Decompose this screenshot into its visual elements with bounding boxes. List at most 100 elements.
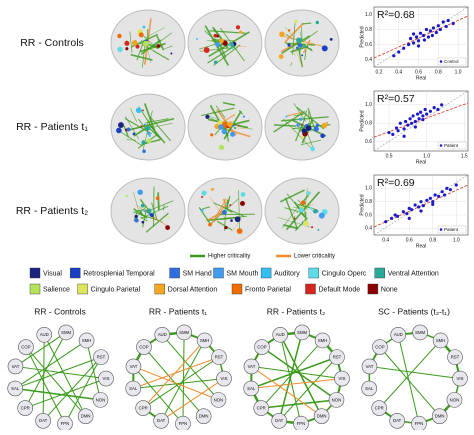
point: [422, 34, 425, 37]
y-axis-label: Predicted: [359, 110, 365, 131]
point: [418, 117, 421, 120]
network-node-label: VAT: [248, 364, 256, 369]
point: [410, 122, 413, 125]
brain-node: [134, 218, 138, 222]
x-axis-label: Real: [416, 243, 426, 249]
brain-node: [116, 128, 122, 134]
x-tick-label: 0.4: [395, 69, 402, 75]
point: [425, 199, 428, 202]
network-node-label: VAT: [366, 364, 374, 369]
brain-node: [306, 125, 312, 131]
brain-node: [129, 107, 131, 109]
brain-node: [144, 124, 146, 126]
network-node-label: SAL: [247, 386, 256, 391]
brain-node: [201, 209, 204, 212]
point: [412, 41, 415, 44]
network-legend-label: Cingulo Parietal: [91, 286, 141, 293]
point: [417, 44, 420, 47]
point: [396, 129, 399, 132]
point: [421, 114, 424, 117]
brain-node: [137, 189, 142, 194]
network-edge: [262, 347, 337, 400]
brain-node: [142, 109, 144, 111]
network-legend-label: Cingulo Operc: [322, 270, 367, 277]
brain-node: [227, 121, 233, 127]
brain-node: [313, 209, 317, 213]
point: [396, 215, 399, 218]
point: [443, 193, 446, 196]
point: [399, 122, 402, 125]
point: [390, 217, 393, 220]
point: [447, 19, 450, 22]
brain-node: [279, 31, 285, 37]
network-legend-label: Ventral Attention: [388, 270, 439, 277]
brain-node: [314, 126, 319, 131]
y-tick-label: 0.8: [365, 199, 372, 205]
network-legend-swatch: [30, 268, 40, 278]
point: [414, 120, 417, 123]
brain-node: [231, 47, 233, 49]
row-label: RR - Patients t₂: [16, 205, 88, 217]
point: [440, 103, 443, 106]
brain-node: [301, 124, 303, 126]
brain-node: [222, 210, 227, 215]
network-node-label: DAT: [157, 418, 166, 423]
point: [407, 43, 410, 46]
brain-node: [225, 203, 227, 205]
network-node-label: VIS: [457, 376, 464, 381]
network-legend-swatch: [155, 284, 165, 294]
brain: [111, 178, 185, 244]
network-node-label: NON: [332, 397, 342, 402]
x-tick-label: 1.5: [461, 153, 468, 159]
brain-node: [133, 133, 136, 136]
point: [455, 183, 458, 186]
brain-node: [301, 42, 303, 44]
point: [415, 35, 418, 38]
brain-node: [167, 216, 169, 218]
point: [416, 112, 419, 115]
brain-node: [230, 132, 235, 137]
brain-node: [165, 225, 170, 230]
network-legend-swatch: [309, 268, 319, 278]
brain-node: [147, 132, 150, 135]
brain-node: [135, 215, 138, 218]
brain-node: [230, 43, 234, 47]
network-node-label: RST: [97, 355, 106, 360]
point: [437, 195, 440, 198]
network-node-label: AUD: [394, 332, 403, 337]
point: [405, 212, 408, 215]
network-edge: [380, 347, 440, 416]
point: [417, 205, 420, 208]
x-tick-label: 1.0: [455, 69, 462, 75]
y-tick-label: 0.8: [365, 27, 372, 33]
point: [431, 34, 434, 37]
brain-node: [201, 190, 206, 195]
brain-node: [117, 47, 122, 52]
brain-node: [147, 139, 152, 144]
brain-node: [118, 122, 124, 128]
point: [422, 204, 425, 207]
network-node-label: SMH: [318, 338, 328, 343]
network-node-label: DMN: [317, 414, 327, 419]
brain-node: [146, 208, 151, 213]
brain-node: [127, 128, 131, 132]
network-legend-swatch: [30, 284, 40, 294]
y-tick-label: 0.4: [365, 57, 372, 63]
point: [417, 39, 420, 42]
point: [439, 28, 442, 31]
brain-node: [145, 126, 150, 131]
point: [425, 28, 428, 31]
brain-node: [322, 123, 328, 129]
brain: [188, 10, 262, 76]
brain: [188, 94, 262, 160]
network-node-label: DAT: [275, 418, 284, 423]
point: [412, 32, 415, 35]
network-node-label: SMH: [200, 338, 210, 343]
point: [425, 112, 428, 115]
brain-node: [219, 145, 224, 150]
network-node-label: COP: [21, 345, 30, 350]
point: [409, 37, 412, 40]
y-tick-label: 1.0: [365, 102, 372, 108]
point: [449, 188, 452, 191]
